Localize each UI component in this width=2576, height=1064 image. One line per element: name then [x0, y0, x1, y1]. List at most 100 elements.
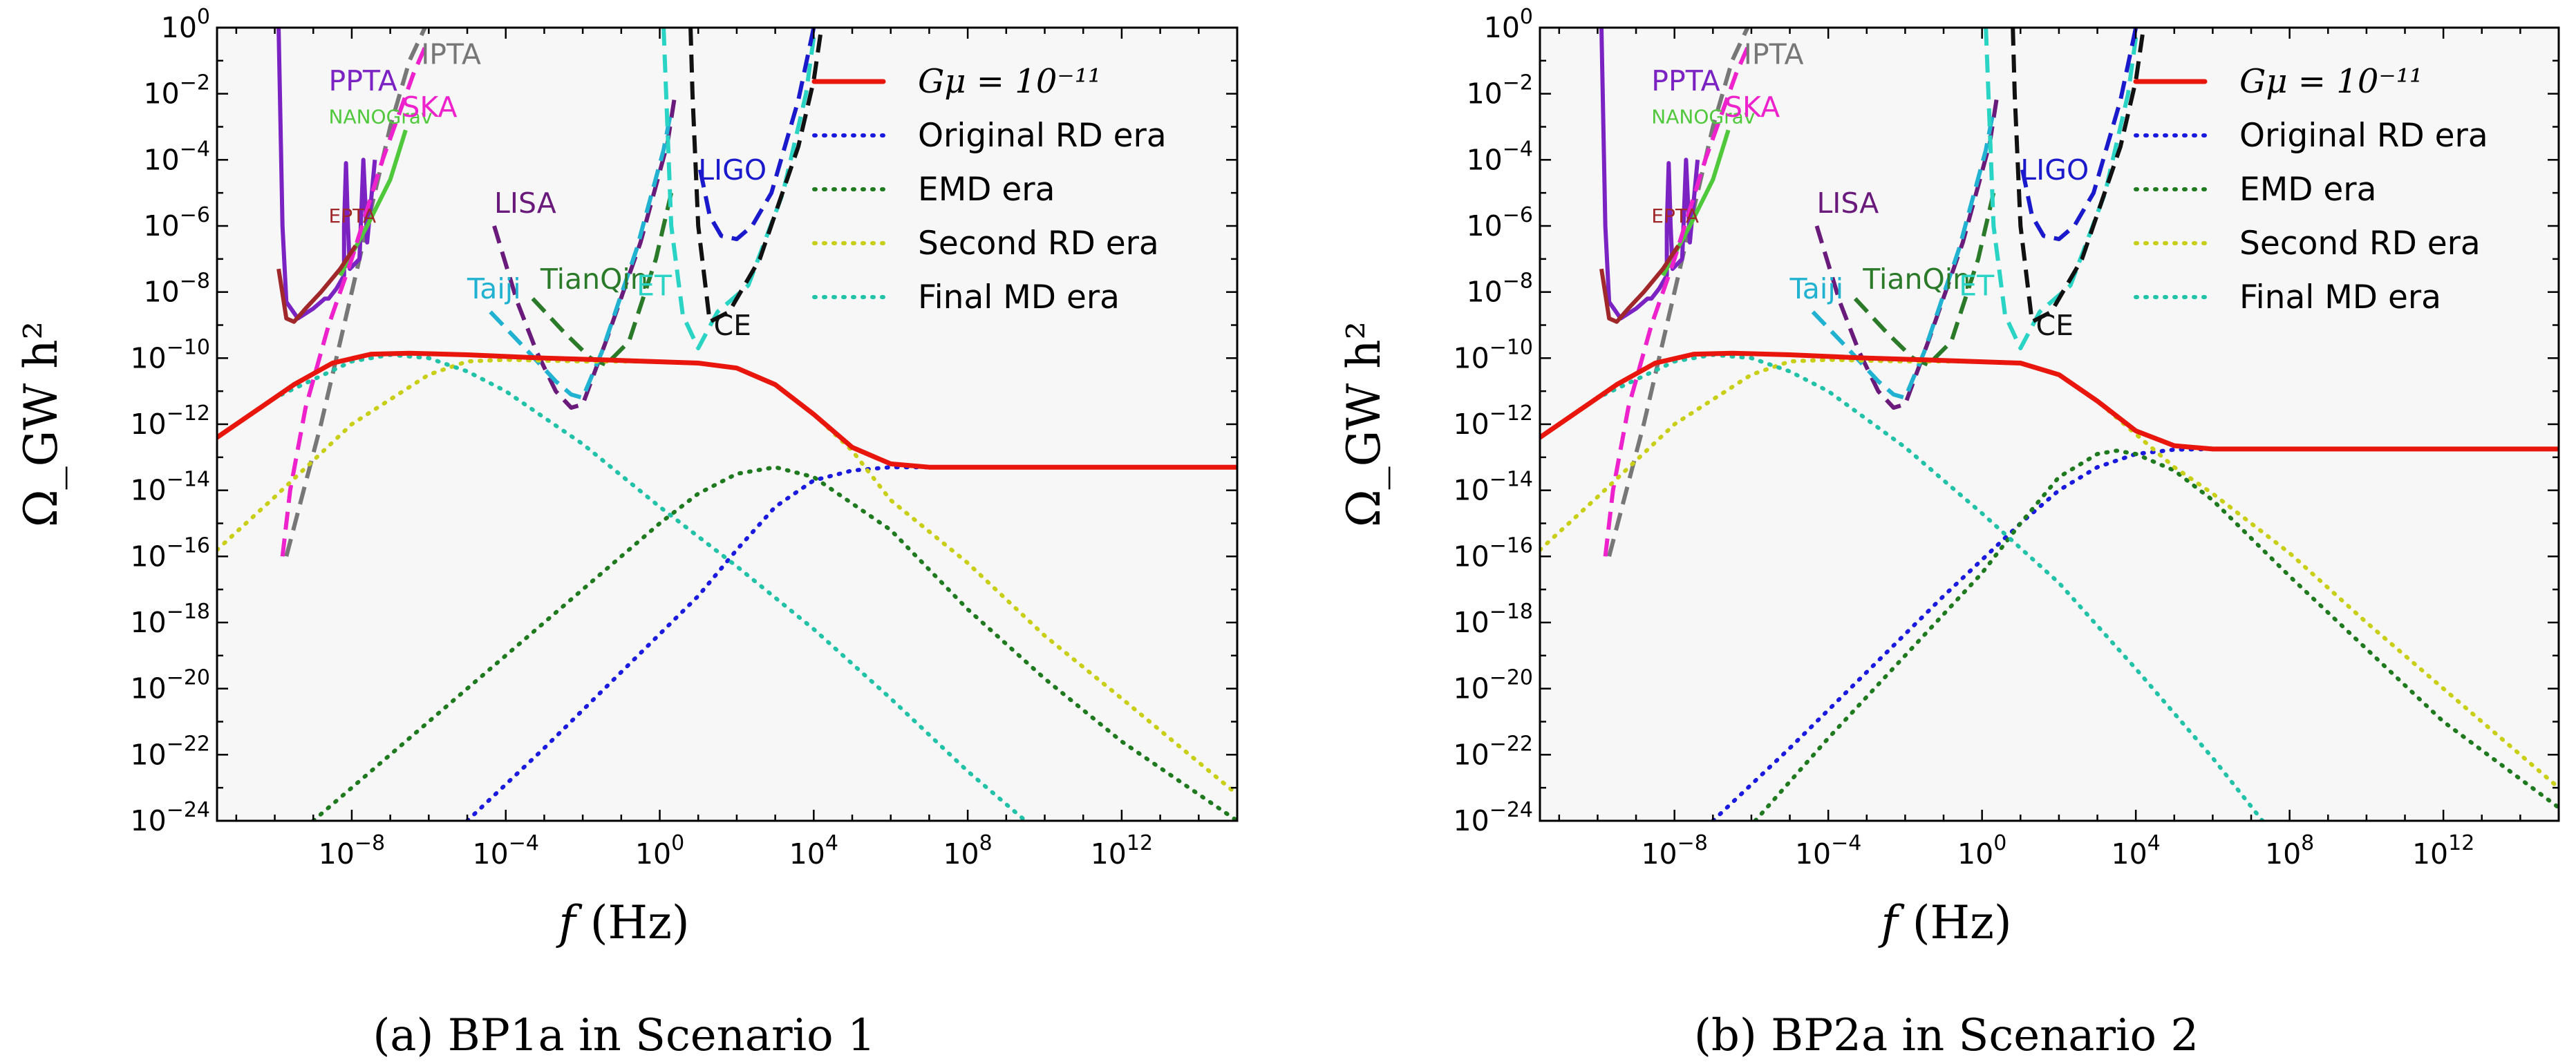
tick-exponent: −4: [509, 831, 539, 855]
detector-curve-ligo: [698, 28, 816, 242]
y-axis-label: Ω_GW h²: [15, 321, 68, 527]
tick-exponent: 4: [825, 831, 838, 855]
tick-base: 10: [1641, 837, 1677, 871]
x-tick-label: 10−8: [1641, 831, 1707, 871]
detector-curve-ska: [280, 46, 427, 557]
legend-entry-5: Final MD era: [2239, 278, 2441, 316]
y-tick-label: 10−2: [1467, 71, 1533, 111]
legend-entry-1: Gμ = 10⁻¹¹: [918, 62, 1101, 101]
detector-curve-lisa: [1814, 93, 2000, 410]
tick-exponent: −2: [1503, 71, 1533, 95]
y-tick-label: 10−14: [1454, 468, 1533, 507]
tick-exponent: −6: [1503, 203, 1533, 227]
detector-label-nanograv: NANOGrav: [329, 106, 433, 129]
x-axis-unit: (Hz): [576, 896, 690, 949]
x-tick-label: 1012: [2412, 831, 2474, 871]
tick-base: 10: [131, 804, 167, 837]
y-tick-label: 10−20: [1454, 666, 1533, 705]
tick-exponent: −20: [167, 666, 210, 690]
tick-base: 10: [635, 837, 671, 871]
tick-exponent: −16: [167, 533, 210, 558]
y-tick-label: 10−6: [1467, 203, 1533, 243]
tick-base: 10: [1454, 341, 1489, 374]
x-tick-label: 10−4: [473, 831, 539, 871]
x-axis-unit: (Hz): [1898, 896, 2012, 949]
detector-curve-ligo: [2020, 28, 2138, 242]
tick-exponent: −10: [167, 335, 210, 359]
tick-base: 10: [319, 837, 355, 871]
tick-base: 10: [1454, 606, 1489, 639]
tick-base: 10: [1484, 11, 1520, 44]
tick-exponent: 0: [1993, 831, 2006, 855]
tick-exponent: 8: [979, 831, 993, 855]
y-tick-label: 10−8: [144, 269, 210, 309]
detector-curve-ipta: [1607, 28, 1750, 558]
detector-curve-epta: [1599, 245, 1680, 324]
x-axis-label: f (Hz): [1877, 896, 2011, 949]
y-tick-label: 10−4: [144, 137, 210, 176]
legend-entry-5: Final MD era: [918, 278, 1120, 316]
tick-exponent: 0: [197, 5, 210, 29]
detector-curve-ska: [1603, 46, 1750, 557]
panel-caption: (b) BP2a in Scenario 2: [1694, 1010, 2199, 1061]
y-tick-label: 10−4: [1467, 137, 1533, 176]
legend-entry-3: EMD era: [918, 171, 1055, 209]
detector-curve-tianqin: [1853, 192, 1996, 367]
tick-base: 10: [144, 143, 180, 176]
tick-exponent: 0: [671, 831, 684, 855]
y-tick-label: 10−24: [1454, 798, 1533, 837]
detector-label-lisa: LISA: [1816, 187, 1879, 220]
tick-exponent: 12: [1127, 831, 1153, 855]
detector-label-tianqin: TianQin: [540, 263, 648, 296]
x-tick-label: 100: [635, 831, 684, 871]
tick-base: 10: [1091, 837, 1127, 871]
tick-exponent: −6: [180, 203, 210, 227]
y-tick-label: 10−16: [131, 533, 210, 573]
tick-exponent: −18: [1489, 600, 1533, 624]
detector-curve-ce: [688, 28, 824, 324]
tick-exponent: −22: [1489, 732, 1533, 756]
tick-base: 10: [473, 837, 509, 871]
y-tick-label: 10−6: [144, 203, 210, 243]
detector-label-taiji: Taiji: [1789, 272, 1844, 305]
tick-exponent: −8: [180, 269, 210, 294]
detector-label-tianqin: TianQin: [1862, 263, 1971, 296]
tick-base: 10: [1454, 540, 1489, 573]
series-line-4: [217, 357, 1237, 797]
y-tick-label: 100: [161, 5, 210, 44]
tick-exponent: −2: [180, 71, 210, 95]
legend-entry-2: Original RD era: [918, 117, 1167, 155]
tick-base: 10: [1454, 738, 1489, 771]
y-tick-label: 10−22: [1454, 732, 1533, 771]
tick-exponent: 8: [2301, 831, 2314, 855]
detector-label-ska: SKA: [402, 91, 457, 124]
detector-label-ligo: LIGO: [698, 153, 767, 187]
tick-base: 10: [1454, 672, 1489, 705]
tick-base: 10: [161, 11, 197, 44]
detector-curve-lisa: [492, 93, 677, 410]
tick-exponent: −14: [167, 468, 210, 492]
tick-base: 10: [1454, 408, 1489, 441]
tick-base: 10: [1467, 143, 1503, 176]
y-tick-label: 10−20: [131, 666, 210, 705]
detector-curve-epta: [276, 245, 357, 324]
y-tick-label: 10−10: [131, 335, 210, 374]
tick-exponent: −8: [1503, 269, 1533, 294]
tick-base: 10: [1467, 209, 1503, 243]
x-tick-label: 10−8: [319, 831, 385, 871]
y-tick-label: 10−12: [131, 401, 210, 441]
tick-exponent: −8: [355, 831, 385, 855]
x-tick-label: 104: [2112, 831, 2161, 871]
tick-base: 10: [1454, 804, 1489, 837]
tick-exponent: 12: [2448, 831, 2474, 855]
tick-base: 10: [1467, 276, 1503, 309]
tick-exponent: −12: [1489, 401, 1533, 426]
detector-label-lisa: LISA: [494, 187, 556, 220]
tick-exponent: −10: [1489, 335, 1533, 359]
legend-entry-2: Original RD era: [2239, 117, 2488, 155]
